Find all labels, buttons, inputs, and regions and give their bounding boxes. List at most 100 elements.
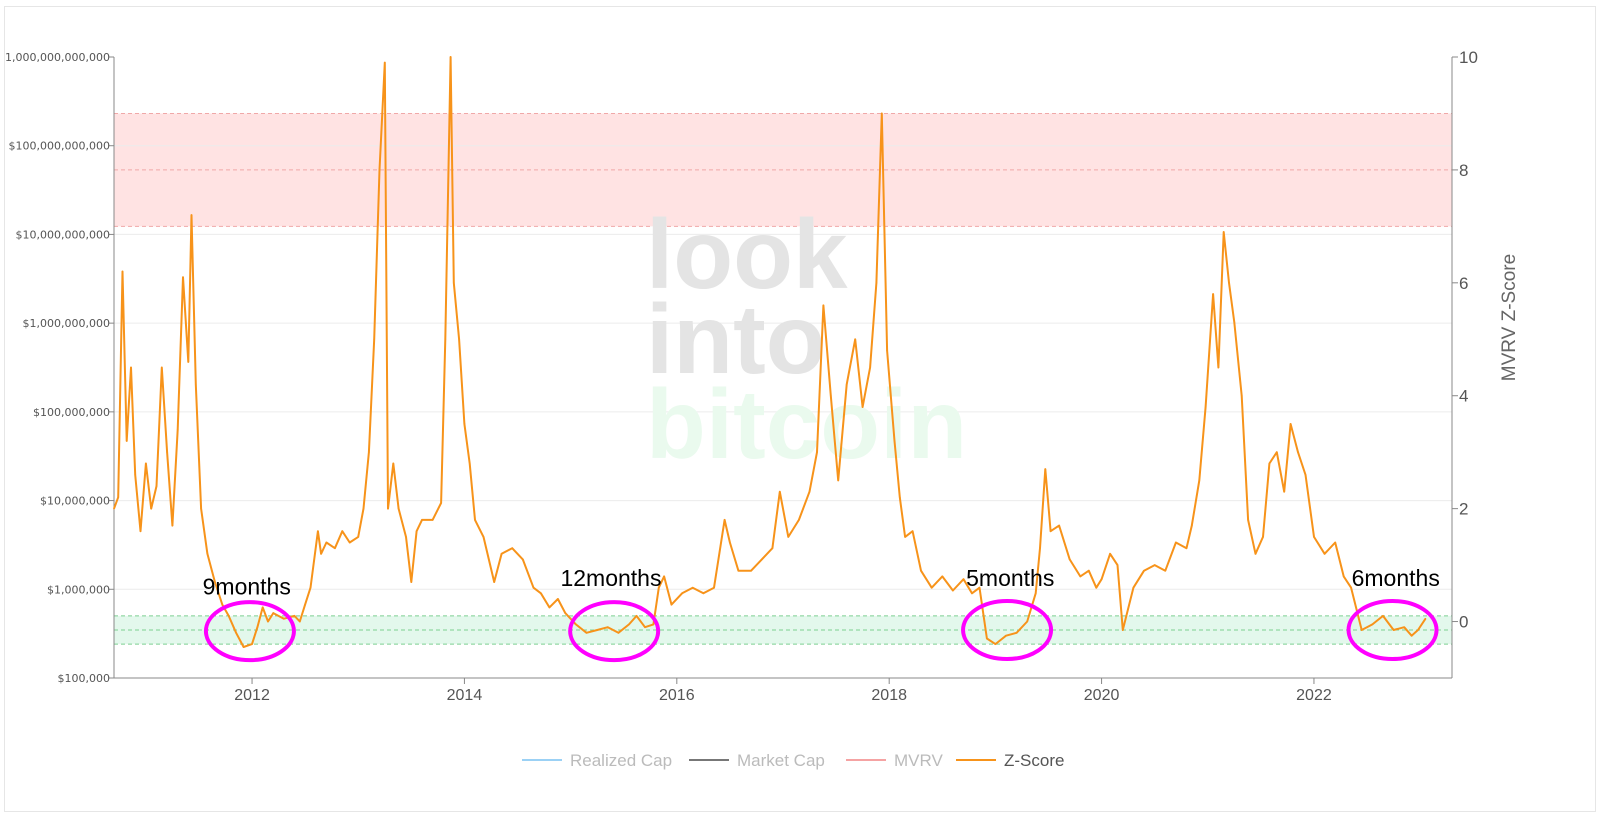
series-point bbox=[837, 479, 840, 482]
watermark-text: bitcoin bbox=[646, 369, 967, 479]
series-point bbox=[737, 569, 740, 572]
series-point bbox=[681, 592, 683, 595]
series-line-zscore bbox=[113, 56, 1427, 648]
series-point bbox=[166, 451, 168, 453]
series-point bbox=[341, 530, 344, 533]
series-point bbox=[410, 581, 413, 583]
series-point bbox=[1289, 423, 1292, 425]
series-point bbox=[139, 530, 142, 533]
series-point bbox=[557, 598, 559, 600]
series-point bbox=[458, 338, 460, 341]
right-tick-label: 0 bbox=[1459, 613, 1468, 632]
series-point bbox=[1088, 569, 1090, 572]
legend-label: Realized Cap bbox=[570, 751, 672, 770]
series-point bbox=[1417, 629, 1419, 631]
series-point bbox=[652, 623, 655, 626]
series-point bbox=[644, 626, 646, 628]
series-group bbox=[113, 56, 1427, 648]
series-point bbox=[585, 632, 588, 634]
right-tick-label: 8 bbox=[1459, 161, 1468, 180]
series-point bbox=[200, 507, 202, 510]
series-point bbox=[474, 519, 476, 521]
left-tick-label: $100,000,000 bbox=[33, 406, 110, 419]
series-point bbox=[1079, 575, 1082, 578]
series-point bbox=[267, 620, 269, 623]
series-point bbox=[1297, 451, 1299, 453]
grid-lines bbox=[114, 145, 1452, 590]
left-tick-label: $1,000,000,000 bbox=[23, 317, 110, 330]
series-point bbox=[511, 547, 514, 549]
series-point bbox=[691, 586, 694, 589]
series-point bbox=[869, 366, 871, 369]
series-point bbox=[1204, 406, 1207, 408]
series-point bbox=[145, 462, 147, 465]
series-point bbox=[808, 490, 811, 493]
series-point bbox=[187, 361, 190, 363]
series-point bbox=[317, 530, 319, 533]
watermark-text: look bbox=[646, 199, 848, 309]
series-point bbox=[1175, 541, 1177, 544]
series-point bbox=[235, 632, 237, 634]
series-point bbox=[415, 530, 418, 533]
series-point bbox=[899, 496, 901, 499]
series-point bbox=[134, 473, 137, 476]
annotation-label: 9months bbox=[203, 574, 291, 600]
series-point bbox=[176, 428, 179, 431]
left-tick-label: $1,000,000 bbox=[47, 583, 110, 596]
series-point bbox=[378, 169, 381, 171]
series-point bbox=[904, 536, 906, 538]
series-point bbox=[440, 502, 442, 504]
series-point bbox=[221, 603, 224, 606]
series-point bbox=[320, 553, 322, 555]
highlight-ellipse bbox=[568, 600, 661, 663]
series-point bbox=[482, 536, 485, 538]
highlight-ellipse bbox=[203, 600, 296, 663]
series-point bbox=[779, 490, 781, 493]
series-point bbox=[617, 632, 620, 634]
series-point bbox=[1132, 586, 1135, 589]
series-point bbox=[829, 394, 832, 397]
series-point bbox=[468, 462, 471, 465]
series-point bbox=[453, 282, 455, 284]
series-point bbox=[182, 276, 184, 278]
x-tick-label: 2018 bbox=[871, 687, 907, 704]
series-point bbox=[880, 112, 883, 115]
series-point bbox=[1095, 586, 1098, 589]
watermark-text: into bbox=[646, 284, 826, 394]
series-point bbox=[986, 637, 988, 640]
series-point bbox=[1068, 558, 1071, 561]
series-point bbox=[444, 338, 447, 341]
series-point bbox=[493, 581, 495, 583]
series-point bbox=[1122, 629, 1124, 631]
series-point bbox=[1313, 536, 1315, 538]
series-point bbox=[1342, 575, 1345, 578]
series-point bbox=[1254, 553, 1257, 555]
legend-item-market-cap[interactable]: Market Cap bbox=[689, 751, 825, 770]
series-point bbox=[628, 623, 630, 626]
series-point bbox=[1371, 623, 1374, 626]
zone-bands bbox=[114, 112, 1452, 645]
series-point bbox=[1283, 490, 1286, 493]
series-point bbox=[920, 569, 922, 572]
series-point bbox=[1403, 626, 1406, 628]
x-tick-label: 2020 bbox=[1084, 687, 1120, 704]
series-point bbox=[1049, 530, 1052, 533]
series-point bbox=[348, 541, 351, 544]
legend-item-z-score[interactable]: Z-Score bbox=[956, 751, 1064, 770]
series-point bbox=[383, 61, 386, 64]
series-point bbox=[1350, 586, 1352, 589]
series-point bbox=[227, 615, 230, 617]
series-point bbox=[1026, 620, 1029, 623]
series-point bbox=[299, 620, 301, 623]
series-point bbox=[1228, 282, 1230, 284]
legend-label: Z-Score bbox=[1004, 751, 1064, 770]
series-point bbox=[1262, 536, 1264, 538]
legend-item-mvrv[interactable]: MVRV bbox=[846, 751, 943, 770]
series-point bbox=[971, 592, 973, 595]
annotation-label: 6months bbox=[1352, 565, 1440, 591]
series-point bbox=[1015, 632, 1018, 634]
series-point bbox=[941, 575, 944, 578]
series-point bbox=[293, 615, 296, 617]
legend-item-realized-cap[interactable]: Realized Cap bbox=[522, 751, 672, 770]
series-point bbox=[261, 606, 264, 609]
